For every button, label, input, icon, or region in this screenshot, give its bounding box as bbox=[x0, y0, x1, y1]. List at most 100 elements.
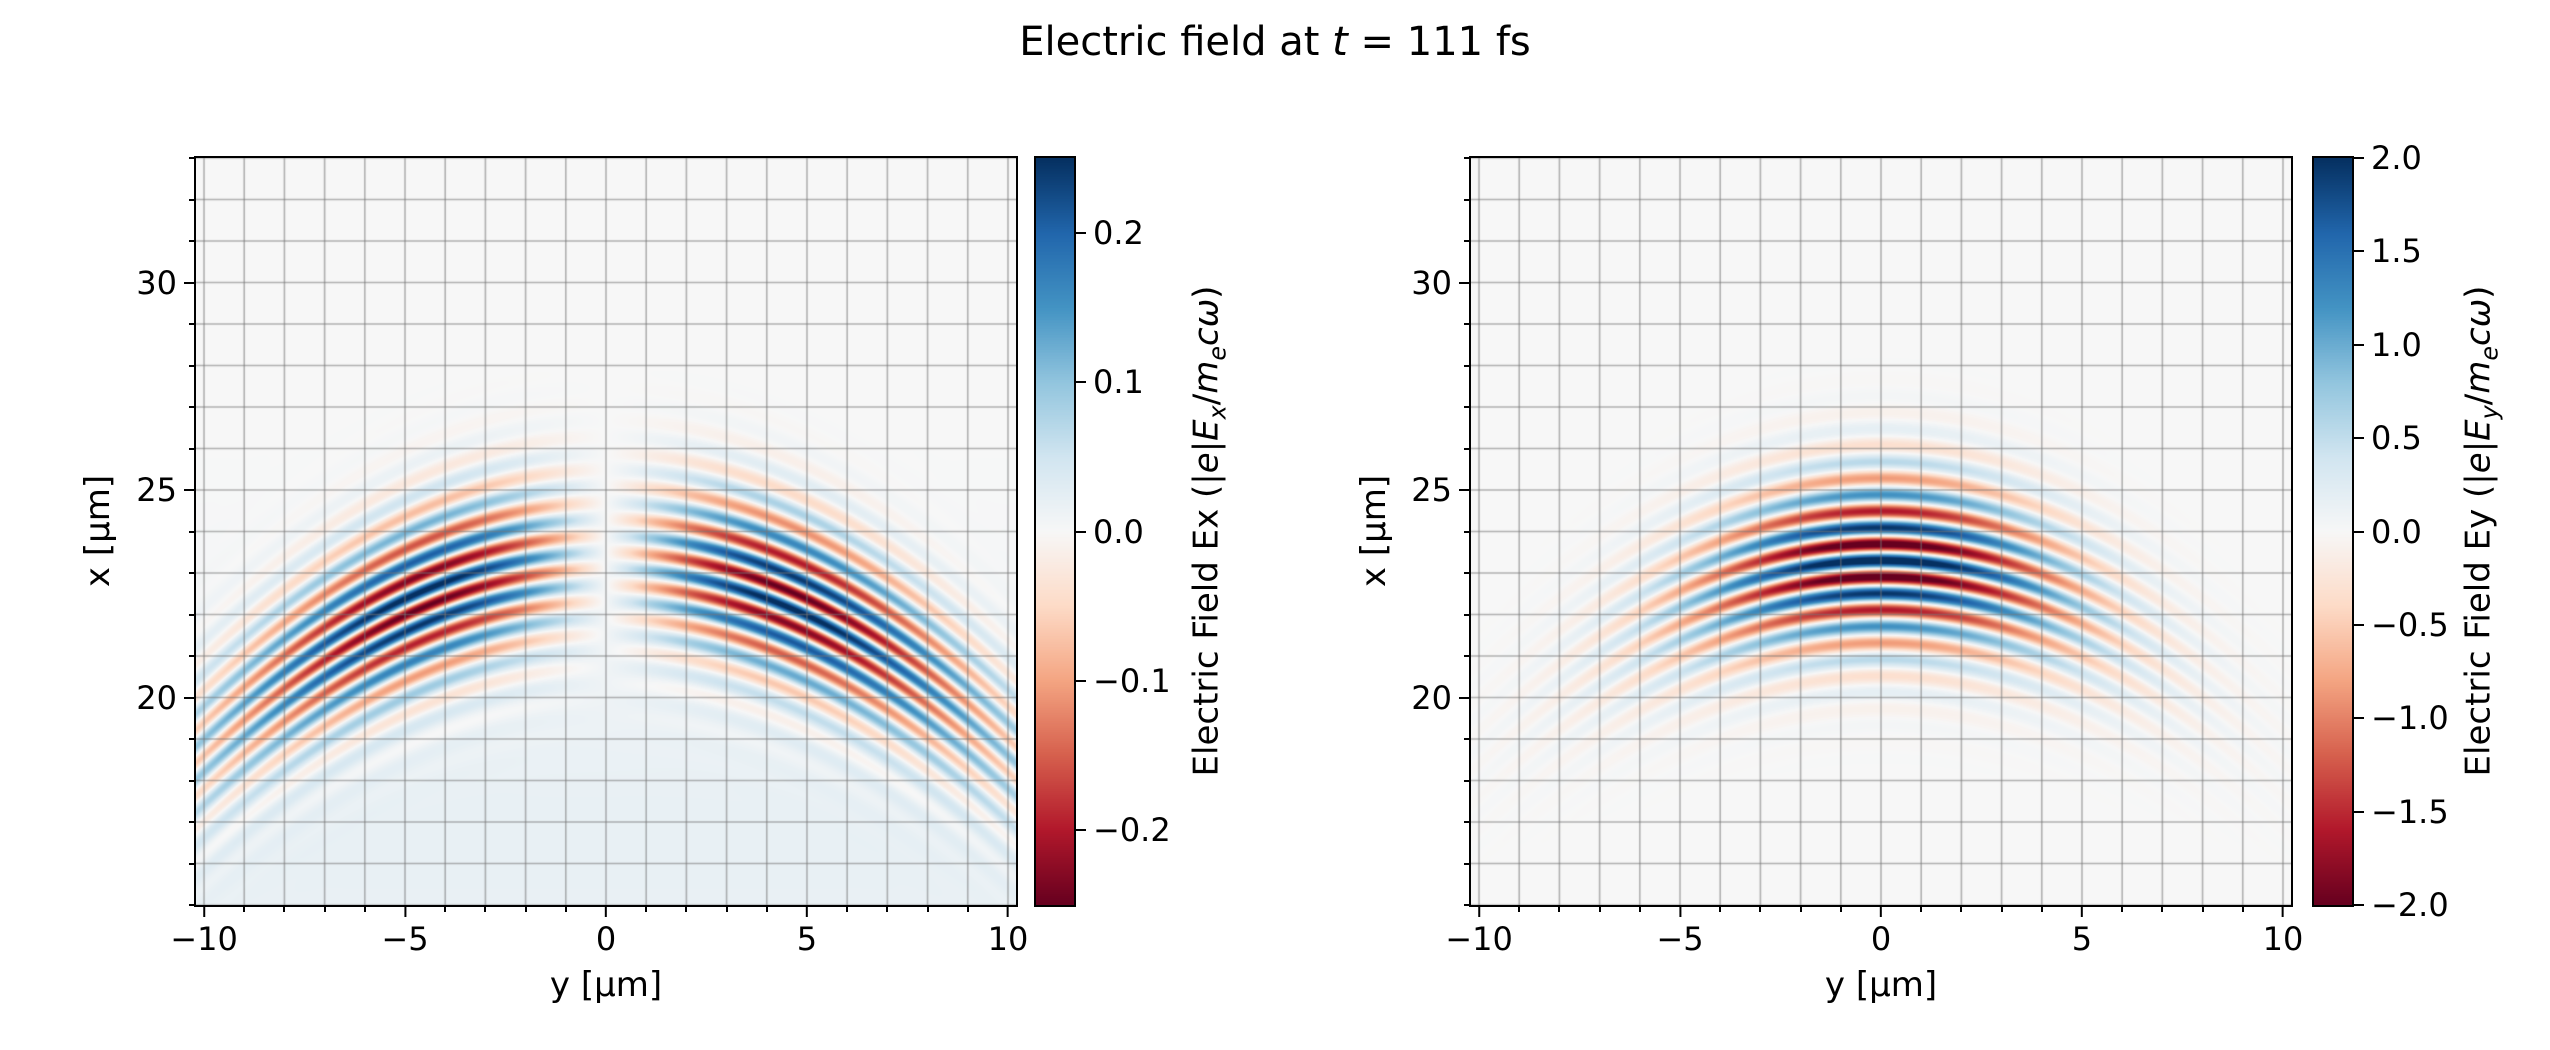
x-tick: −10 bbox=[1445, 907, 1513, 955]
tick-mark bbox=[1459, 696, 1469, 699]
x-minor-tick bbox=[1920, 907, 1923, 912]
x-tick: −5 bbox=[381, 907, 429, 955]
label-fragment: E bbox=[2458, 419, 2499, 441]
tick-mark bbox=[2354, 904, 2364, 906]
x-tick: 5 bbox=[2072, 907, 2092, 955]
tick-label: 0 bbox=[595, 920, 617, 958]
tick-mark bbox=[1879, 907, 1882, 917]
y-minor-tick bbox=[1464, 655, 1469, 657]
tick-mark bbox=[1076, 679, 1086, 682]
y-minor-tick bbox=[189, 198, 194, 201]
y-minor-tick bbox=[189, 157, 194, 159]
tick-label: 2.0 bbox=[2371, 139, 2422, 177]
x-minor-tick bbox=[283, 907, 286, 912]
label-fragment: x bbox=[1203, 405, 1232, 420]
x-minor-tick bbox=[1960, 907, 1963, 912]
tick-label: 25 bbox=[1411, 471, 1452, 509]
x-minor-tick bbox=[323, 907, 326, 912]
y-minor-tick bbox=[1464, 323, 1469, 325]
tick-label: −1.5 bbox=[2371, 792, 2449, 831]
y-minor-tick bbox=[189, 447, 194, 450]
label-fragment: / bbox=[1186, 393, 1227, 406]
y-minor-tick bbox=[1464, 240, 1469, 242]
label-fragment: = 111 fs bbox=[1347, 19, 1531, 65]
tick-label: 0.0 bbox=[1093, 512, 1144, 551]
tick-mark bbox=[2354, 250, 2364, 253]
x-minor-tick bbox=[645, 907, 648, 912]
tick-label: −5 bbox=[1656, 920, 1704, 958]
tick-mark bbox=[1076, 231, 1086, 234]
y-minor-tick bbox=[189, 862, 194, 865]
x-minor-tick bbox=[725, 907, 728, 912]
tick-mark bbox=[604, 907, 607, 917]
colorbar-tick: 0.2 bbox=[1076, 217, 1144, 249]
x-minor-tick bbox=[685, 907, 688, 912]
tick-mark bbox=[1478, 907, 1481, 917]
tick-label: −0.5 bbox=[2371, 605, 2449, 644]
y-minor-tick bbox=[1464, 738, 1469, 740]
label-fragment: t bbox=[1332, 19, 1348, 65]
colorbar-tick: −1.5 bbox=[2354, 796, 2449, 828]
label-fragment: ) bbox=[1186, 285, 1227, 299]
y-minor-tick bbox=[189, 779, 194, 782]
tick-mark bbox=[1076, 829, 1086, 832]
y-tick: 25 bbox=[1411, 474, 1469, 506]
x-minor-tick bbox=[524, 907, 527, 912]
tick-mark bbox=[404, 907, 407, 917]
label-fragment: Electric field at bbox=[1019, 19, 1333, 65]
x-minor-tick bbox=[846, 907, 849, 912]
x-minor-tick bbox=[926, 907, 929, 912]
y-tick: 20 bbox=[1411, 682, 1469, 714]
y-minor-tick bbox=[1464, 572, 1469, 574]
tick-mark bbox=[2354, 343, 2364, 346]
tick-mark bbox=[1459, 489, 1469, 491]
y-minor-tick bbox=[1464, 862, 1469, 865]
label-fragment: ω bbox=[2458, 298, 2499, 328]
tick-mark bbox=[2354, 810, 2364, 813]
label-fragment: e bbox=[1186, 452, 1227, 474]
y-axis-label-ex: x [μm] bbox=[78, 474, 118, 588]
tick-mark bbox=[203, 907, 206, 917]
tick-label: 0.5 bbox=[2371, 419, 2422, 458]
y-minor-tick bbox=[189, 240, 194, 242]
x-minor-tick bbox=[2161, 907, 2164, 912]
y-minor-tick bbox=[1464, 530, 1469, 533]
tick-label: −0.2 bbox=[1093, 811, 1171, 850]
x-minor-tick bbox=[2000, 907, 2003, 912]
y-minor-tick bbox=[189, 738, 194, 740]
x-axis-label-ey: y [μm] bbox=[1824, 965, 1938, 1005]
tick-label: −2.0 bbox=[2371, 886, 2449, 924]
x-minor-tick bbox=[886, 907, 889, 912]
x-minor-tick bbox=[765, 907, 768, 912]
y-minor-tick bbox=[189, 406, 194, 408]
x-minor-tick bbox=[1518, 907, 1521, 912]
tick-mark bbox=[1076, 381, 1086, 384]
tick-label: −10 bbox=[1445, 920, 1513, 958]
tick-label: 0 bbox=[1870, 920, 1892, 958]
label-fragment: y bbox=[2475, 405, 2504, 420]
tick-label: 10 bbox=[987, 920, 1029, 958]
colorbar-label-ey: Electric Field Ey (|e|Ey/mecω) bbox=[2458, 286, 2504, 777]
heatmap-canvas-ey bbox=[1471, 158, 2291, 905]
x-tick: 10 bbox=[2263, 907, 2303, 955]
tick-label: 0.0 bbox=[2371, 512, 2422, 551]
label-fragment: c bbox=[1186, 327, 1227, 346]
y-minor-tick bbox=[1464, 821, 1469, 823]
label-fragment: Electric Field Ey ( bbox=[2458, 484, 2499, 777]
y-minor-tick bbox=[189, 323, 194, 325]
y-minor-tick bbox=[189, 572, 194, 574]
x-minor-tick bbox=[484, 907, 487, 912]
x-minor-tick bbox=[363, 907, 366, 912]
x-minor-tick bbox=[1759, 907, 1762, 912]
tick-label: −1.0 bbox=[2371, 699, 2449, 738]
y-minor-tick bbox=[189, 821, 194, 823]
axes-ex: −10 −5 0 5 10 30 25 20 bbox=[136, 156, 1028, 955]
y-tick: 20 bbox=[136, 682, 194, 714]
tick-mark bbox=[184, 489, 194, 491]
x-minor-tick bbox=[1638, 907, 1641, 912]
label-fragment: ω bbox=[1186, 298, 1227, 328]
y-minor-tick bbox=[189, 613, 194, 616]
colorbar-tick: −2.0 bbox=[2354, 889, 2449, 921]
x-minor-tick bbox=[2241, 907, 2244, 912]
